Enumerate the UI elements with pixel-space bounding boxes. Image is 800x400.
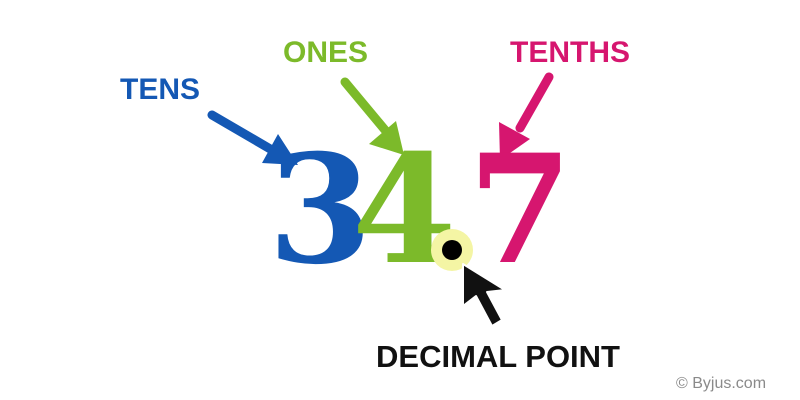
tens-arrow-icon xyxy=(207,110,298,165)
credit-watermark: © Byjus.com xyxy=(676,375,766,392)
decimal-pointer-cursor-icon xyxy=(462,263,506,327)
tens-label: TENS xyxy=(120,73,200,106)
tenths-arrow-icon xyxy=(499,72,554,160)
ones-label: ONES xyxy=(283,36,368,69)
decimal-point xyxy=(431,229,473,271)
tenths-label: TENTHS xyxy=(510,36,630,69)
tens-digit: 3 xyxy=(268,122,372,298)
ones-arrow-icon xyxy=(340,77,404,155)
decimal-point-label: DECIMAL POINT xyxy=(376,339,620,374)
tenths-digit: 7 xyxy=(468,122,572,298)
ones-digit: 4 xyxy=(352,122,456,298)
